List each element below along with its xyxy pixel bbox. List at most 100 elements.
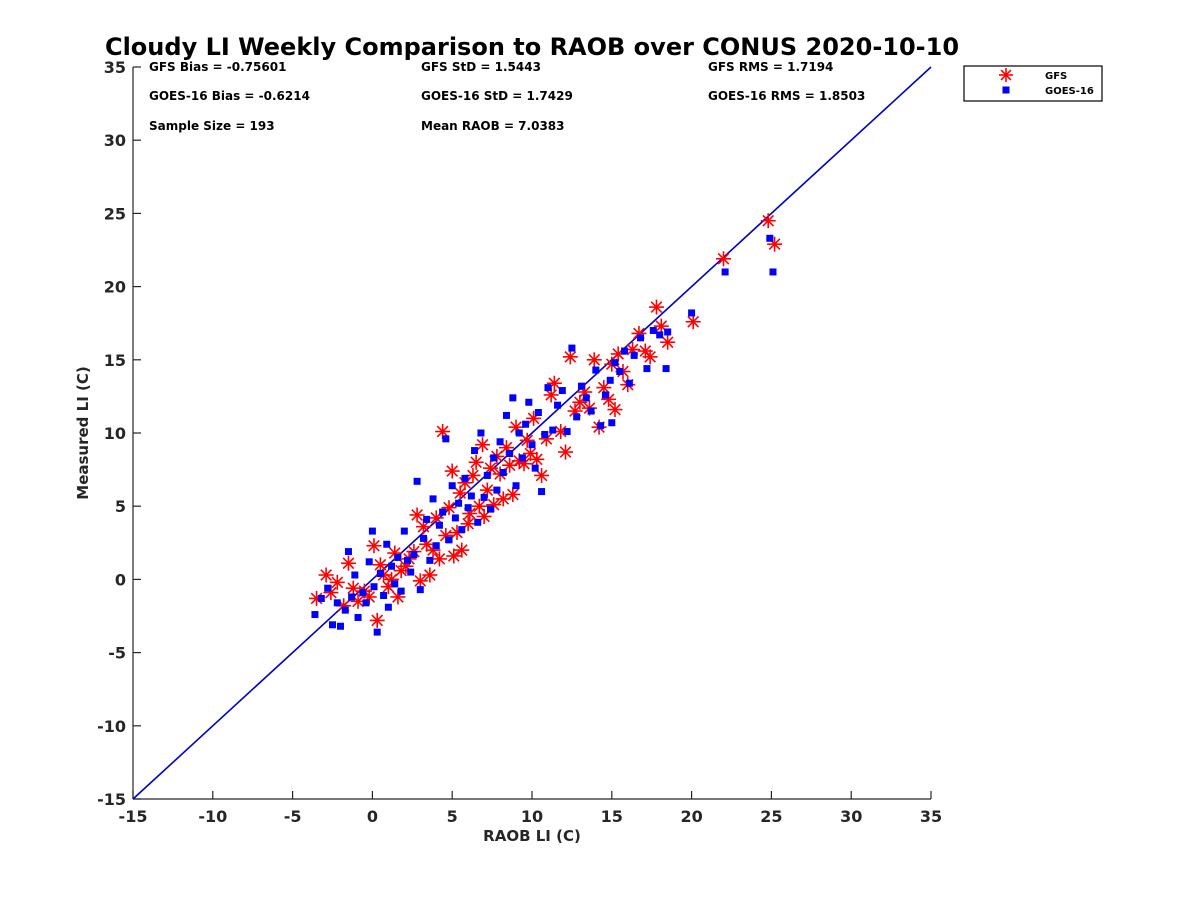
x-tick-label: 30 [840,807,862,826]
goes16-point [370,583,378,591]
goes16-point [509,394,517,402]
gfs-point [596,380,612,396]
x-tick-label: -15 [119,807,148,826]
goes16-point [416,586,424,594]
chart-title: Cloudy LI Weekly Comparison to RAOB over… [105,33,959,61]
legend-goes16-label: GOES-16 [1045,86,1094,97]
y-tick-label: -5 [108,644,126,663]
goes16-point [597,422,605,430]
gfs-point [318,567,334,583]
goes16-point [487,505,495,513]
goes16-point [333,599,341,607]
goes16-point [341,606,349,614]
gfs-point [372,557,388,573]
gfs-point [505,486,521,502]
goes16-point [394,553,402,561]
x-tick-label: 10 [521,807,543,826]
stat-mean-raob: Mean RAOB = 7.0383 [421,119,565,133]
goes16-point [630,351,638,359]
goes16-point [477,429,485,437]
gfs-point [409,507,425,523]
goes16-point [769,268,777,276]
goes16-point [467,492,475,500]
gfs-point [369,612,385,628]
goes16-point [490,454,498,462]
x-tick-label: 5 [447,807,458,826]
goes16-point [439,508,447,516]
y-tick-label: 35 [104,58,126,77]
goes16-point [608,419,616,427]
goes16-point [451,514,459,522]
goes16-point [471,447,479,455]
gfs-point [412,573,428,589]
gfs-point [660,334,676,350]
series-goes16 [311,234,777,636]
reference-line-1to1 [132,66,932,800]
axes: -15 -10 -5 0 5 10 15 20 25 30 35 -15 -10 -5 0 5 10 15 20 25… [97,58,942,826]
goes16-point [384,603,392,611]
goes16-point [461,474,469,482]
gfs-point [685,314,701,330]
goes16-point [518,454,526,462]
goes16-point [544,384,552,392]
goes16-point [506,449,514,457]
goes16-point [380,592,388,600]
goes16-point [573,413,581,421]
goes16-point [423,515,431,523]
goes16-point [621,347,629,355]
y-tick-label: 5 [115,497,126,516]
goes16-point [311,611,319,619]
y-tick-label: 30 [104,131,126,150]
gfs-point [543,387,559,403]
goes16-point [611,359,619,367]
gfs-point [648,299,664,315]
goes16-point [435,521,443,529]
goes16-point [336,622,344,630]
legend-gfs-asterisk [999,68,1013,82]
x-tick-label: 35 [920,807,942,826]
gfs-point [475,437,491,453]
gfs-point [607,402,623,418]
goes16-point [397,587,405,595]
goes16-point [391,580,399,588]
legend-gfs-label: GFS [1045,71,1067,82]
goes16-point [549,426,557,434]
stat-sample-size: Sample Size = 193 [149,119,275,133]
goes16-point [499,469,507,477]
goes16-point [388,562,396,570]
gfs-point [558,444,574,460]
goes16-point [587,407,595,415]
gfs-point [345,580,361,596]
y-tick-label: 20 [104,278,126,297]
gfs-point [387,545,403,561]
goes16-point [496,438,504,446]
goes16-point [525,398,533,406]
goes16-point [554,401,562,409]
goes16-point [324,584,332,592]
goes16-point [373,628,381,636]
x-tick-label: 0 [367,807,378,826]
stat-goes-bias: GOES-16 Bias = -0.6214 [149,89,310,103]
goes16-point [664,328,672,336]
goes16-point [359,589,367,597]
goes16-point [354,613,362,621]
goes16-point [455,499,463,507]
goes16-point [442,435,450,443]
goes16-point [577,382,585,390]
goes16-point [368,527,376,535]
x-tick-label: 15 [601,807,623,826]
gfs-point [329,574,345,590]
stat-goes-rms: GOES-16 RMS = 1.8503 [708,89,865,103]
goes16-point [541,430,549,438]
goes16-point [563,428,571,436]
gfs-point [534,467,550,483]
gfs-point [366,538,382,554]
stat-gfs-std: GFS StD = 1.5443 [421,60,541,74]
goes16-point [365,558,373,566]
goes16-point [502,411,510,419]
goes16-point [649,327,657,335]
y-tick-label: 0 [115,570,126,589]
goes16-point [448,482,456,490]
legend-gfs-marker [999,68,1013,82]
